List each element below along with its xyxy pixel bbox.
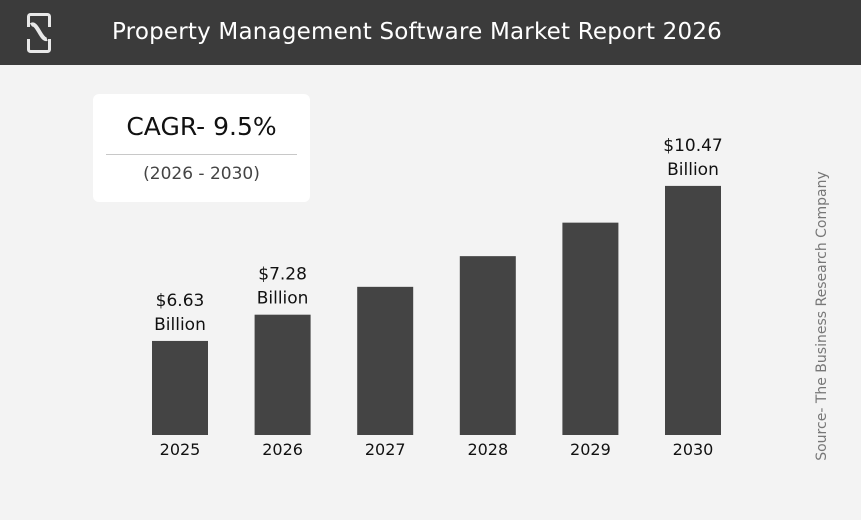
x-tick-label: 2030 <box>673 440 714 459</box>
bar-2029 <box>562 222 619 435</box>
data-label-amount: $6.63 <box>156 291 205 311</box>
bar-2026 <box>254 314 311 435</box>
cagr-period: (2026 - 2030) <box>143 164 260 184</box>
data-label-amount: $7.28 <box>258 265 307 285</box>
page-title: Property Management Software Market Repo… <box>112 19 723 45</box>
data-label-unit: Billion <box>154 315 206 335</box>
data-label-unit: Billion <box>667 160 719 180</box>
x-tick-label: 2027 <box>365 440 406 459</box>
x-tick-label: 2025 <box>160 440 201 459</box>
cagr-card: CAGR- 9.5% (2026 - 2030) <box>93 94 310 202</box>
tbrc-logo-icon <box>27 13 51 53</box>
cagr-divider <box>106 154 297 155</box>
cagr-value: CAGR- 9.5% <box>126 112 277 141</box>
bar-2028 <box>459 256 516 435</box>
bar-2030 <box>665 185 721 435</box>
bar-2025 <box>152 340 208 435</box>
x-tick-label: 2026 <box>262 440 303 459</box>
bar-2027 <box>357 286 414 435</box>
x-tick-label: 2028 <box>467 440 508 459</box>
data-label-amount: $10.47 <box>663 136 722 156</box>
data-label-unit: Billion <box>257 289 309 309</box>
header-bar: Property Management Software Market Repo… <box>0 0 861 65</box>
source-label: Source- The Business Research Company <box>814 171 830 461</box>
x-tick-label: 2029 <box>570 440 611 459</box>
